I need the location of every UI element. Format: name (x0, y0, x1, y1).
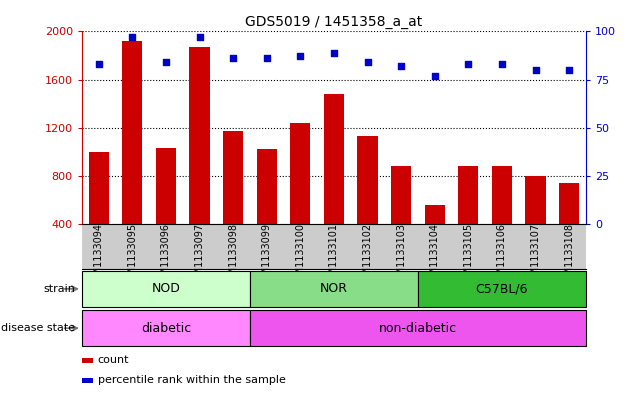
Bar (82, 378, 93, 383)
Point (463, 61, 473, 67)
Bar (250, 271, 418, 307)
Text: percentile rank within the sample: percentile rank within the sample (98, 375, 285, 386)
Text: count: count (98, 355, 129, 365)
Bar (89, 152, 109, 272)
Point (127, 34, 137, 40)
Point (564, 67, 574, 73)
Bar (82, 271, 250, 307)
Point (161, 59, 171, 65)
Bar (525, 176, 546, 272)
Point (430, 73, 440, 79)
Bar (324, 94, 344, 272)
Bar (122, 41, 142, 272)
Point (228, 55, 238, 62)
Bar (418, 271, 586, 307)
Bar (357, 136, 377, 272)
Bar (156, 148, 176, 272)
Text: strain: strain (43, 284, 76, 294)
Bar (559, 183, 579, 272)
Bar (82, 358, 93, 363)
Point (94, 61, 104, 67)
Bar (290, 123, 311, 272)
Text: NOD: NOD (151, 282, 180, 296)
Bar (425, 205, 445, 272)
Text: diabetic: diabetic (140, 321, 191, 335)
Point (261, 55, 272, 62)
Text: NOR: NOR (320, 282, 348, 296)
Bar (82, 310, 250, 346)
Point (295, 53, 306, 60)
Bar (391, 166, 411, 272)
Point (396, 63, 406, 69)
Bar (256, 149, 277, 272)
Point (497, 61, 507, 67)
Bar (223, 131, 243, 272)
Title: GDS5019 / 1451358_a_at: GDS5019 / 1451358_a_at (245, 15, 423, 29)
Bar (458, 166, 478, 272)
Bar (190, 47, 210, 272)
Text: non-diabetic: non-diabetic (379, 321, 457, 335)
Point (362, 59, 372, 65)
Bar (492, 166, 512, 272)
Point (195, 34, 205, 40)
Point (329, 50, 339, 56)
Text: disease state: disease state (1, 323, 76, 333)
Text: C57BL/6: C57BL/6 (476, 282, 528, 296)
Point (530, 67, 541, 73)
Bar (250, 310, 586, 346)
